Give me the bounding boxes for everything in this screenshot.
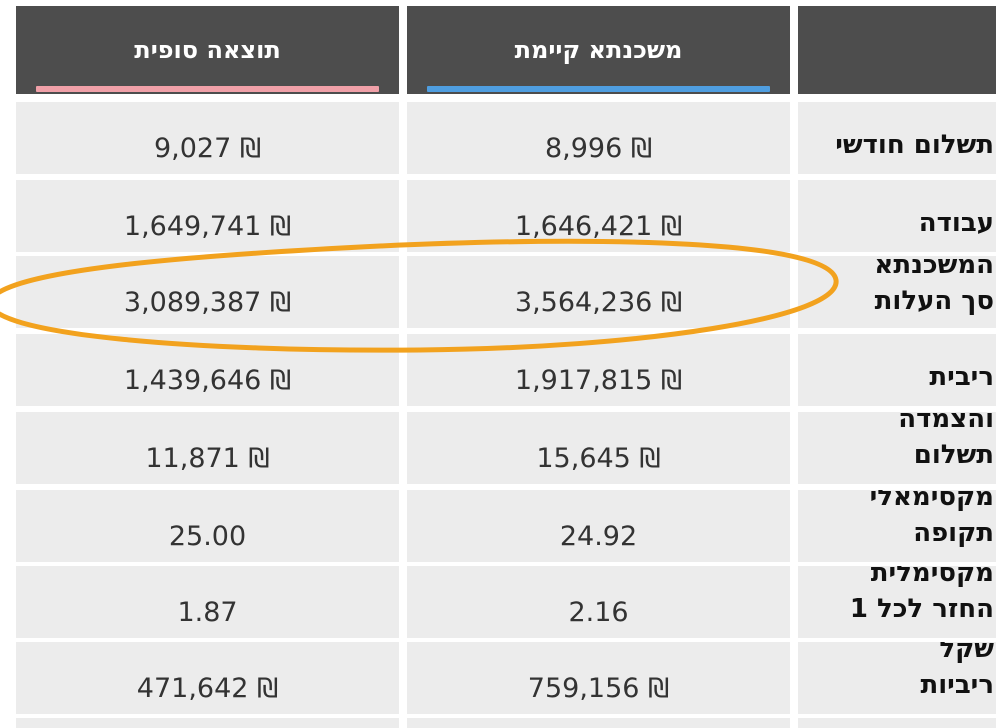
final-value: 471,642 ₪	[136, 672, 279, 704]
existing-value: 24.92	[559, 520, 638, 552]
final-value: 1.87	[177, 596, 238, 628]
row-label: תשלום חודשי	[798, 102, 996, 174]
header-final-result-label: תוצאה סופית	[134, 36, 281, 64]
row-label: המשכנתא סך העלות	[798, 256, 996, 328]
table-row: 1,649,741 ₪	[16, 180, 399, 252]
existing-value: 3,564,236 ₪	[514, 286, 683, 318]
row-label-line: מקסימלית	[870, 566, 994, 588]
table-row: 9,027 ₪	[16, 102, 399, 174]
header-existing-mortgage: משכנתא קיימת	[407, 6, 790, 94]
row-label-line: מקסימאלי	[869, 490, 994, 512]
final-value: 11,871 ₪	[145, 442, 270, 474]
final-value: 3,089,387 ₪	[123, 286, 292, 318]
final-value: 9,027 ₪	[153, 132, 262, 164]
header-existing-mortgage-label: משכנתא קיימת	[514, 36, 683, 64]
row-label: עבודה	[798, 180, 996, 252]
row-label-line: תשלום	[913, 440, 994, 470]
table-row: 3,564,236 ₪	[407, 256, 790, 328]
table-row: 15,645 ₪	[407, 412, 790, 484]
existing-value: 1,917,815 ₪	[514, 364, 683, 396]
table-row: 1,917,815 ₪	[407, 334, 790, 406]
row-label-line: תקופה	[913, 518, 994, 548]
row-label-line: והצמדה	[898, 412, 994, 434]
row-label-line: שקל	[939, 642, 994, 664]
existing-value: 15,645 ₪	[536, 442, 661, 474]
row-label-line: החזר לכל 1	[849, 594, 994, 624]
existing-value: 2.16	[568, 596, 629, 628]
header-label-column	[798, 6, 996, 94]
table-row: 1,646,421 ₪	[407, 180, 790, 252]
row-label: ריבית	[798, 334, 996, 406]
existing-value: 8,996 ₪	[544, 132, 653, 164]
final-value: 25.00	[168, 520, 247, 552]
table-row: 24.92	[407, 490, 790, 562]
table-row: 2.16	[407, 566, 790, 638]
table-row: 25.00	[16, 490, 399, 562]
row-label-line: ריביות	[920, 670, 994, 700]
table-row: 8,996 ₪	[407, 102, 790, 174]
table-row: 1.87	[16, 566, 399, 638]
header-final-result: תוצאה סופית	[16, 6, 399, 94]
row-label: שקל ריביות	[798, 642, 996, 714]
existing-value: 759,156 ₪	[527, 672, 670, 704]
table-row: 11,871 ₪	[16, 412, 399, 484]
table-row: 3,089,387 ₪	[16, 256, 399, 328]
row-label: מקסימאלי תקופה	[798, 490, 996, 562]
table-row: 1,439,646 ₪	[16, 334, 399, 406]
row-label-line: המשכנתא	[874, 256, 994, 280]
existing-value: 1,646,421 ₪	[514, 210, 683, 242]
final-value: 1,649,741 ₪	[123, 210, 292, 242]
row-label: מקסימלית החזר לכל 1	[798, 566, 996, 638]
final-result-accent-bar	[36, 86, 379, 92]
table-row-partial	[407, 718, 790, 728]
row-label-partial	[798, 718, 996, 728]
table-row-partial	[16, 718, 399, 728]
table-row: 759,156 ₪	[407, 642, 790, 714]
final-value: 1,439,646 ₪	[123, 364, 292, 396]
row-label-line: תשלום חודשי	[835, 130, 994, 160]
table-row: 471,642 ₪	[16, 642, 399, 714]
row-label-line: סך העלות	[874, 286, 994, 316]
row-label-line: ריבית	[929, 362, 994, 392]
row-label: והצמדה תשלום	[798, 412, 996, 484]
row-label-line: עבודה	[918, 208, 994, 238]
existing-mortgage-accent-bar	[427, 86, 770, 92]
